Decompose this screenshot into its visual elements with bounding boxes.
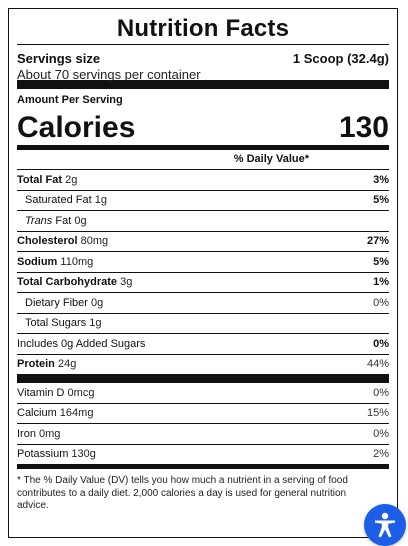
nutrient-amount: 1g bbox=[94, 194, 107, 207]
nutrition-facts-panel: Nutrition Facts Servings size 1 Scoop (3… bbox=[8, 8, 398, 538]
nutrient-dv: 1% bbox=[373, 276, 389, 289]
servings-per-container: About 70 servings per container bbox=[17, 67, 201, 82]
daily-value-header: % Daily Value* bbox=[17, 150, 389, 170]
nutrient-name: Cholesterol bbox=[17, 235, 78, 248]
vitamin-row-calcium: Calcium 164mg 15% bbox=[17, 404, 389, 424]
nutrient-name: Saturated Fat bbox=[25, 194, 92, 207]
calories-label: Calories bbox=[17, 111, 136, 144]
nutrient-amount: 0g bbox=[91, 296, 104, 309]
vitamin-dv: 15% bbox=[366, 407, 389, 420]
vitamin-amount: 0mcg bbox=[67, 386, 95, 399]
servings-size: 1 Scoop (32.4g) bbox=[292, 51, 389, 66]
nutrient-name: Protein bbox=[17, 358, 55, 371]
daily-value-footnote: * The % Daily Value (DV) tells you how m… bbox=[17, 475, 348, 511]
vitamin-dv: 0% bbox=[373, 386, 389, 399]
nutrient-dv: 27% bbox=[366, 235, 389, 248]
nutrient-amount: 110mg bbox=[60, 255, 94, 268]
vitamin-row-vitamin-d: Vitamin D 0mcg 0% bbox=[17, 383, 389, 404]
nutrient-row-protein: Protein 24g 44% bbox=[17, 355, 389, 383]
nutrient-row-sodium: Sodium 110mg 5% bbox=[17, 252, 389, 273]
nutrient-name: Total Sugars bbox=[25, 317, 87, 330]
vitamin-row-iron: Iron 0mg 0% bbox=[17, 424, 389, 445]
nutrient-row-trans-fat: Trans Fat 0g bbox=[17, 211, 389, 232]
vitamin-name: Potassium bbox=[17, 448, 69, 461]
nutrient-row-total-sugars: Total Sugars 1g bbox=[17, 314, 389, 334]
nutrient-amount: 80mg bbox=[80, 235, 109, 248]
nutrient-dv: 0% bbox=[373, 296, 389, 309]
nutrient-name: Sodium bbox=[17, 255, 58, 268]
vitamin-dv: 2% bbox=[373, 448, 389, 461]
vitamin-amount: 130g bbox=[71, 448, 96, 461]
nutrient-name-italic: Trans bbox=[25, 214, 53, 227]
accessibility-button[interactable] bbox=[364, 504, 406, 546]
nutrient-name: Includes 0g Added Sugars bbox=[17, 337, 146, 350]
vitamin-name: Calcium bbox=[17, 407, 57, 420]
vitamin-amount: 0mg bbox=[39, 427, 61, 440]
servings-row: Servings size 1 Scoop (32.4g) bbox=[17, 51, 389, 67]
nutrient-name: Fat bbox=[52, 214, 72, 227]
nutrition-title: Nutrition Facts bbox=[17, 9, 389, 45]
nutrient-amount: 1g bbox=[89, 317, 102, 330]
nutrient-name: Dietary Fiber bbox=[25, 296, 88, 309]
vitamin-row-potassium: Potassium 130g 2% bbox=[17, 445, 389, 469]
nutrient-row-added-sugars: Includes 0g Added Sugars 0% bbox=[17, 334, 389, 355]
nutrient-row-cholesterol: Cholesterol 80mg 27% bbox=[17, 232, 389, 252]
nutrient-row-total-carbohydrate: Total Carbohydrate 3g 1% bbox=[17, 273, 389, 293]
vitamin-amount: 164mg bbox=[59, 407, 94, 420]
nutrient-amount: 3g bbox=[120, 276, 133, 289]
servings-section: Servings size 1 Scoop (32.4g) About 70 s… bbox=[17, 45, 389, 89]
nutrient-row-total-fat: Total Fat 2g 3% bbox=[17, 170, 389, 191]
vitamin-name: Iron bbox=[17, 427, 36, 440]
nutrient-amount: 0g bbox=[74, 214, 87, 227]
nutrient-name: Total Carbohydrate bbox=[17, 276, 118, 289]
calories-value: 130 bbox=[338, 111, 389, 144]
amount-per-serving: Amount Per Serving bbox=[17, 94, 123, 106]
nutrient-dv: 0% bbox=[373, 337, 389, 350]
nutrient-dv: 5% bbox=[373, 255, 389, 268]
nutrient-row-dietary-fiber: Dietary Fiber 0g 0% bbox=[17, 293, 389, 314]
nutrient-name: Total Fat bbox=[17, 173, 63, 186]
accessibility-person-icon bbox=[375, 512, 395, 538]
nutrient-amount: 2g bbox=[65, 173, 78, 186]
servings-label: Servings size bbox=[17, 51, 101, 66]
vitamin-name: Vitamin D bbox=[17, 386, 65, 399]
nutrient-row-saturated-fat: Saturated Fat 1g 5% bbox=[17, 191, 389, 211]
nutrient-dv: 5% bbox=[373, 194, 389, 207]
nutrient-amount: 24g bbox=[57, 358, 77, 371]
nutrient-dv: 3% bbox=[373, 173, 389, 186]
vitamin-dv: 0% bbox=[373, 427, 389, 440]
nutrient-dv: 44% bbox=[366, 358, 389, 371]
calories-row: Calories 130 bbox=[17, 107, 389, 150]
